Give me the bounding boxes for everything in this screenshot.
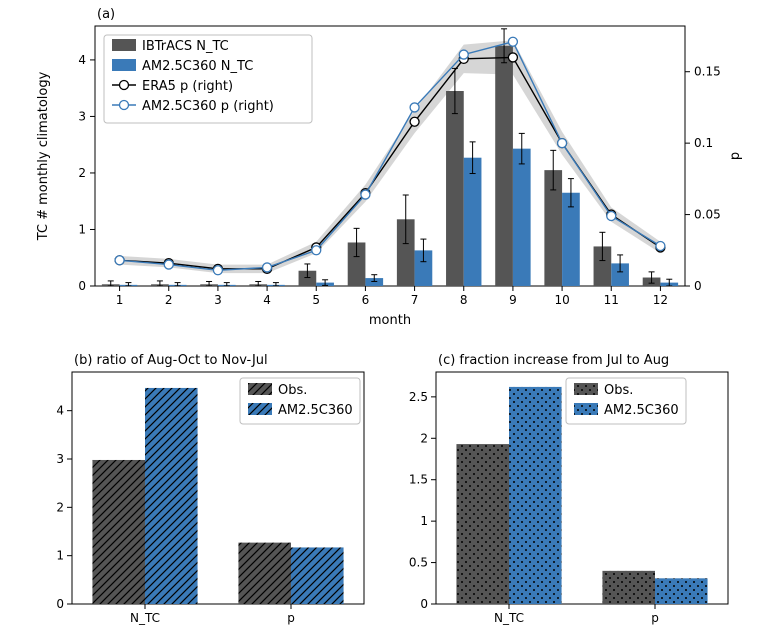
marker (115, 256, 124, 265)
legend-label: Obs. (278, 383, 307, 398)
bar (238, 543, 291, 604)
bar (92, 460, 145, 604)
ytick: 2 (56, 500, 64, 514)
ytick-left: 3 (78, 109, 86, 123)
xtick-label: 2 (165, 293, 173, 307)
ytick-left: 1 (78, 222, 86, 236)
xtick-label: 3 (214, 293, 222, 307)
bar-model (513, 149, 531, 286)
panel-a-title: (a) (97, 7, 115, 22)
y-left-label: TC # monthly climatology (36, 71, 51, 241)
legend-label: AM2.5C360 (278, 403, 353, 418)
marker (213, 266, 222, 275)
marker (656, 242, 665, 251)
bar-obs (446, 91, 464, 286)
xtick-label: 6 (362, 293, 370, 307)
bar (602, 571, 655, 604)
xtick: p (651, 611, 659, 625)
svg-text:ERA5 p (right): ERA5 p (right) (142, 79, 233, 94)
xtick-label: 12 (653, 293, 668, 307)
bar (655, 578, 708, 604)
ytick-right: 0.1 (694, 136, 713, 150)
bar (145, 388, 198, 604)
bar-obs (495, 46, 513, 286)
marker (312, 246, 321, 255)
x-axis-label: month (369, 313, 411, 328)
xtick-label: 8 (460, 293, 468, 307)
marker (361, 190, 370, 199)
bar (509, 387, 562, 604)
ytick: 0 (420, 597, 428, 611)
marker (607, 212, 616, 221)
svg-text:AM2.5C360 N_TC: AM2.5C360 N_TC (142, 59, 253, 74)
legend-label: Obs. (604, 383, 633, 398)
svg-text:IBTrACS N_TC: IBTrACS N_TC (142, 39, 229, 54)
ytick: 2 (420, 431, 428, 445)
marker (164, 260, 173, 269)
marker (558, 139, 567, 148)
marker (410, 103, 419, 112)
xtick-label: 5 (312, 293, 320, 307)
marker (410, 117, 419, 126)
xtick-label: 1 (116, 293, 124, 307)
ytick-left: 2 (78, 166, 86, 180)
panel-b-legend: Obs. AM2.5C360 (240, 378, 360, 424)
svg-text:AM2.5C360 p (right): AM2.5C360 p (right) (142, 99, 274, 114)
panel-b: 0 1 2 3 4 N_TC p (b) ratio of Aug-Oct to Nov-Ju… (56, 353, 364, 625)
ytick: 4 (56, 404, 64, 418)
marker (508, 37, 517, 46)
ytick: 2.5 (409, 390, 428, 404)
bar-model (464, 158, 482, 286)
ytick-right: 0.15 (694, 65, 721, 79)
xtick: p (287, 611, 295, 625)
ytick: 1.5 (409, 473, 428, 487)
ytick: 0 (56, 597, 64, 611)
panel-a: 123456789101112month01234TC # monthly cl… (36, 7, 743, 328)
ytick: 3 (56, 452, 64, 466)
xtick: N_TC (494, 611, 524, 625)
panel-c: 0 0.5 1 1.5 2 2.5 N_TC p (c) fraction increase f… (409, 353, 728, 625)
xtick-label: 7 (411, 293, 419, 307)
legend-label: AM2.5C360 (604, 403, 679, 418)
xtick-label: 10 (554, 293, 569, 307)
y-right-label: p (728, 152, 743, 160)
ytick-left: 4 (78, 53, 86, 67)
ytick: 1 (56, 549, 64, 563)
xtick-label: 9 (509, 293, 517, 307)
panel-c-title: (c) fraction increase from Jul to Aug (438, 353, 669, 368)
xtick-label: 11 (604, 293, 619, 307)
ytick-left: 0 (78, 279, 86, 293)
panel-a-legend: IBTrACS N_TC AM2.5C360 N_TC ERA5 p (right)… (104, 35, 312, 123)
xtick: N_TC (130, 611, 160, 625)
ytick: 0.5 (409, 556, 428, 570)
ytick: 1 (420, 514, 428, 528)
panel-b-title: (b) ratio of Aug-Oct to Nov-Jul (74, 353, 268, 368)
panel-c-legend: Obs. AM2.5C360 (566, 378, 686, 424)
marker (508, 53, 517, 62)
ytick-right: 0.05 (694, 208, 721, 222)
xtick-label: 4 (263, 293, 271, 307)
marker (459, 50, 468, 59)
bar (456, 444, 509, 604)
ytick-right: 0 (694, 279, 702, 293)
bar (291, 547, 344, 604)
marker (263, 263, 272, 272)
